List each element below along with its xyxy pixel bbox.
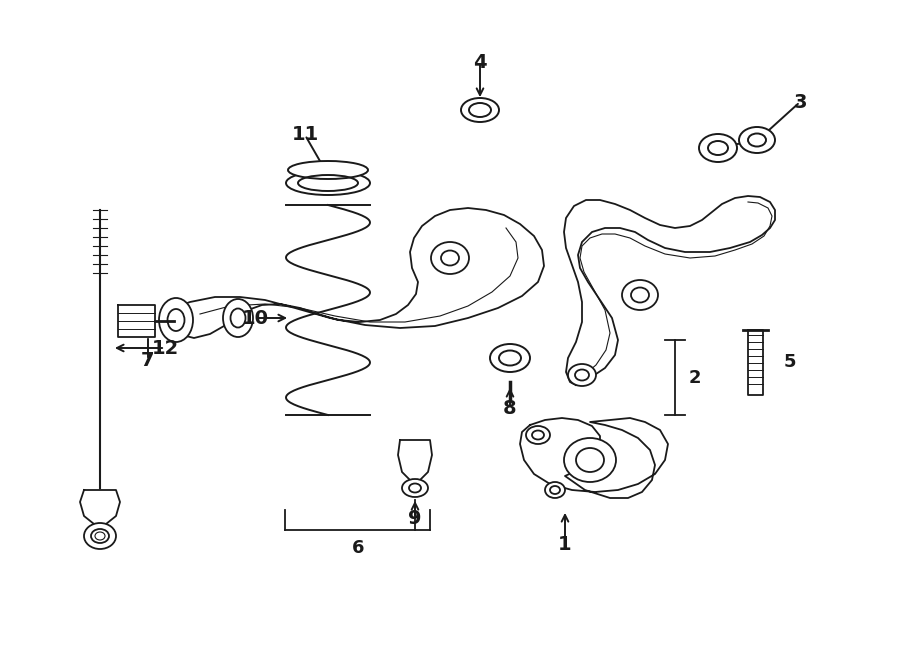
Ellipse shape: [564, 438, 616, 482]
Polygon shape: [398, 440, 432, 480]
Text: 8: 8: [503, 399, 517, 418]
Ellipse shape: [568, 364, 596, 386]
Text: 2: 2: [688, 369, 701, 387]
Text: 6: 6: [352, 539, 365, 557]
Polygon shape: [564, 196, 775, 385]
Text: 1: 1: [558, 535, 572, 555]
Ellipse shape: [159, 298, 193, 342]
Ellipse shape: [431, 242, 469, 274]
Text: 12: 12: [151, 338, 178, 358]
Ellipse shape: [490, 344, 530, 372]
Polygon shape: [118, 305, 155, 337]
Polygon shape: [520, 418, 668, 498]
Ellipse shape: [526, 426, 550, 444]
Text: 3: 3: [793, 93, 806, 112]
Text: 7: 7: [141, 350, 155, 369]
Ellipse shape: [545, 482, 565, 498]
Text: 9: 9: [409, 508, 422, 527]
Ellipse shape: [699, 134, 737, 162]
Ellipse shape: [739, 127, 775, 153]
Ellipse shape: [288, 161, 368, 179]
Ellipse shape: [622, 280, 658, 310]
Ellipse shape: [286, 171, 370, 195]
Ellipse shape: [402, 479, 428, 497]
Text: 4: 4: [473, 52, 487, 71]
Polygon shape: [80, 490, 120, 524]
Polygon shape: [165, 208, 544, 338]
Text: 11: 11: [292, 126, 319, 145]
Text: 10: 10: [241, 309, 268, 327]
Text: 5: 5: [784, 353, 796, 371]
Ellipse shape: [461, 98, 499, 122]
Polygon shape: [748, 330, 763, 395]
Ellipse shape: [84, 523, 116, 549]
Ellipse shape: [223, 299, 253, 337]
